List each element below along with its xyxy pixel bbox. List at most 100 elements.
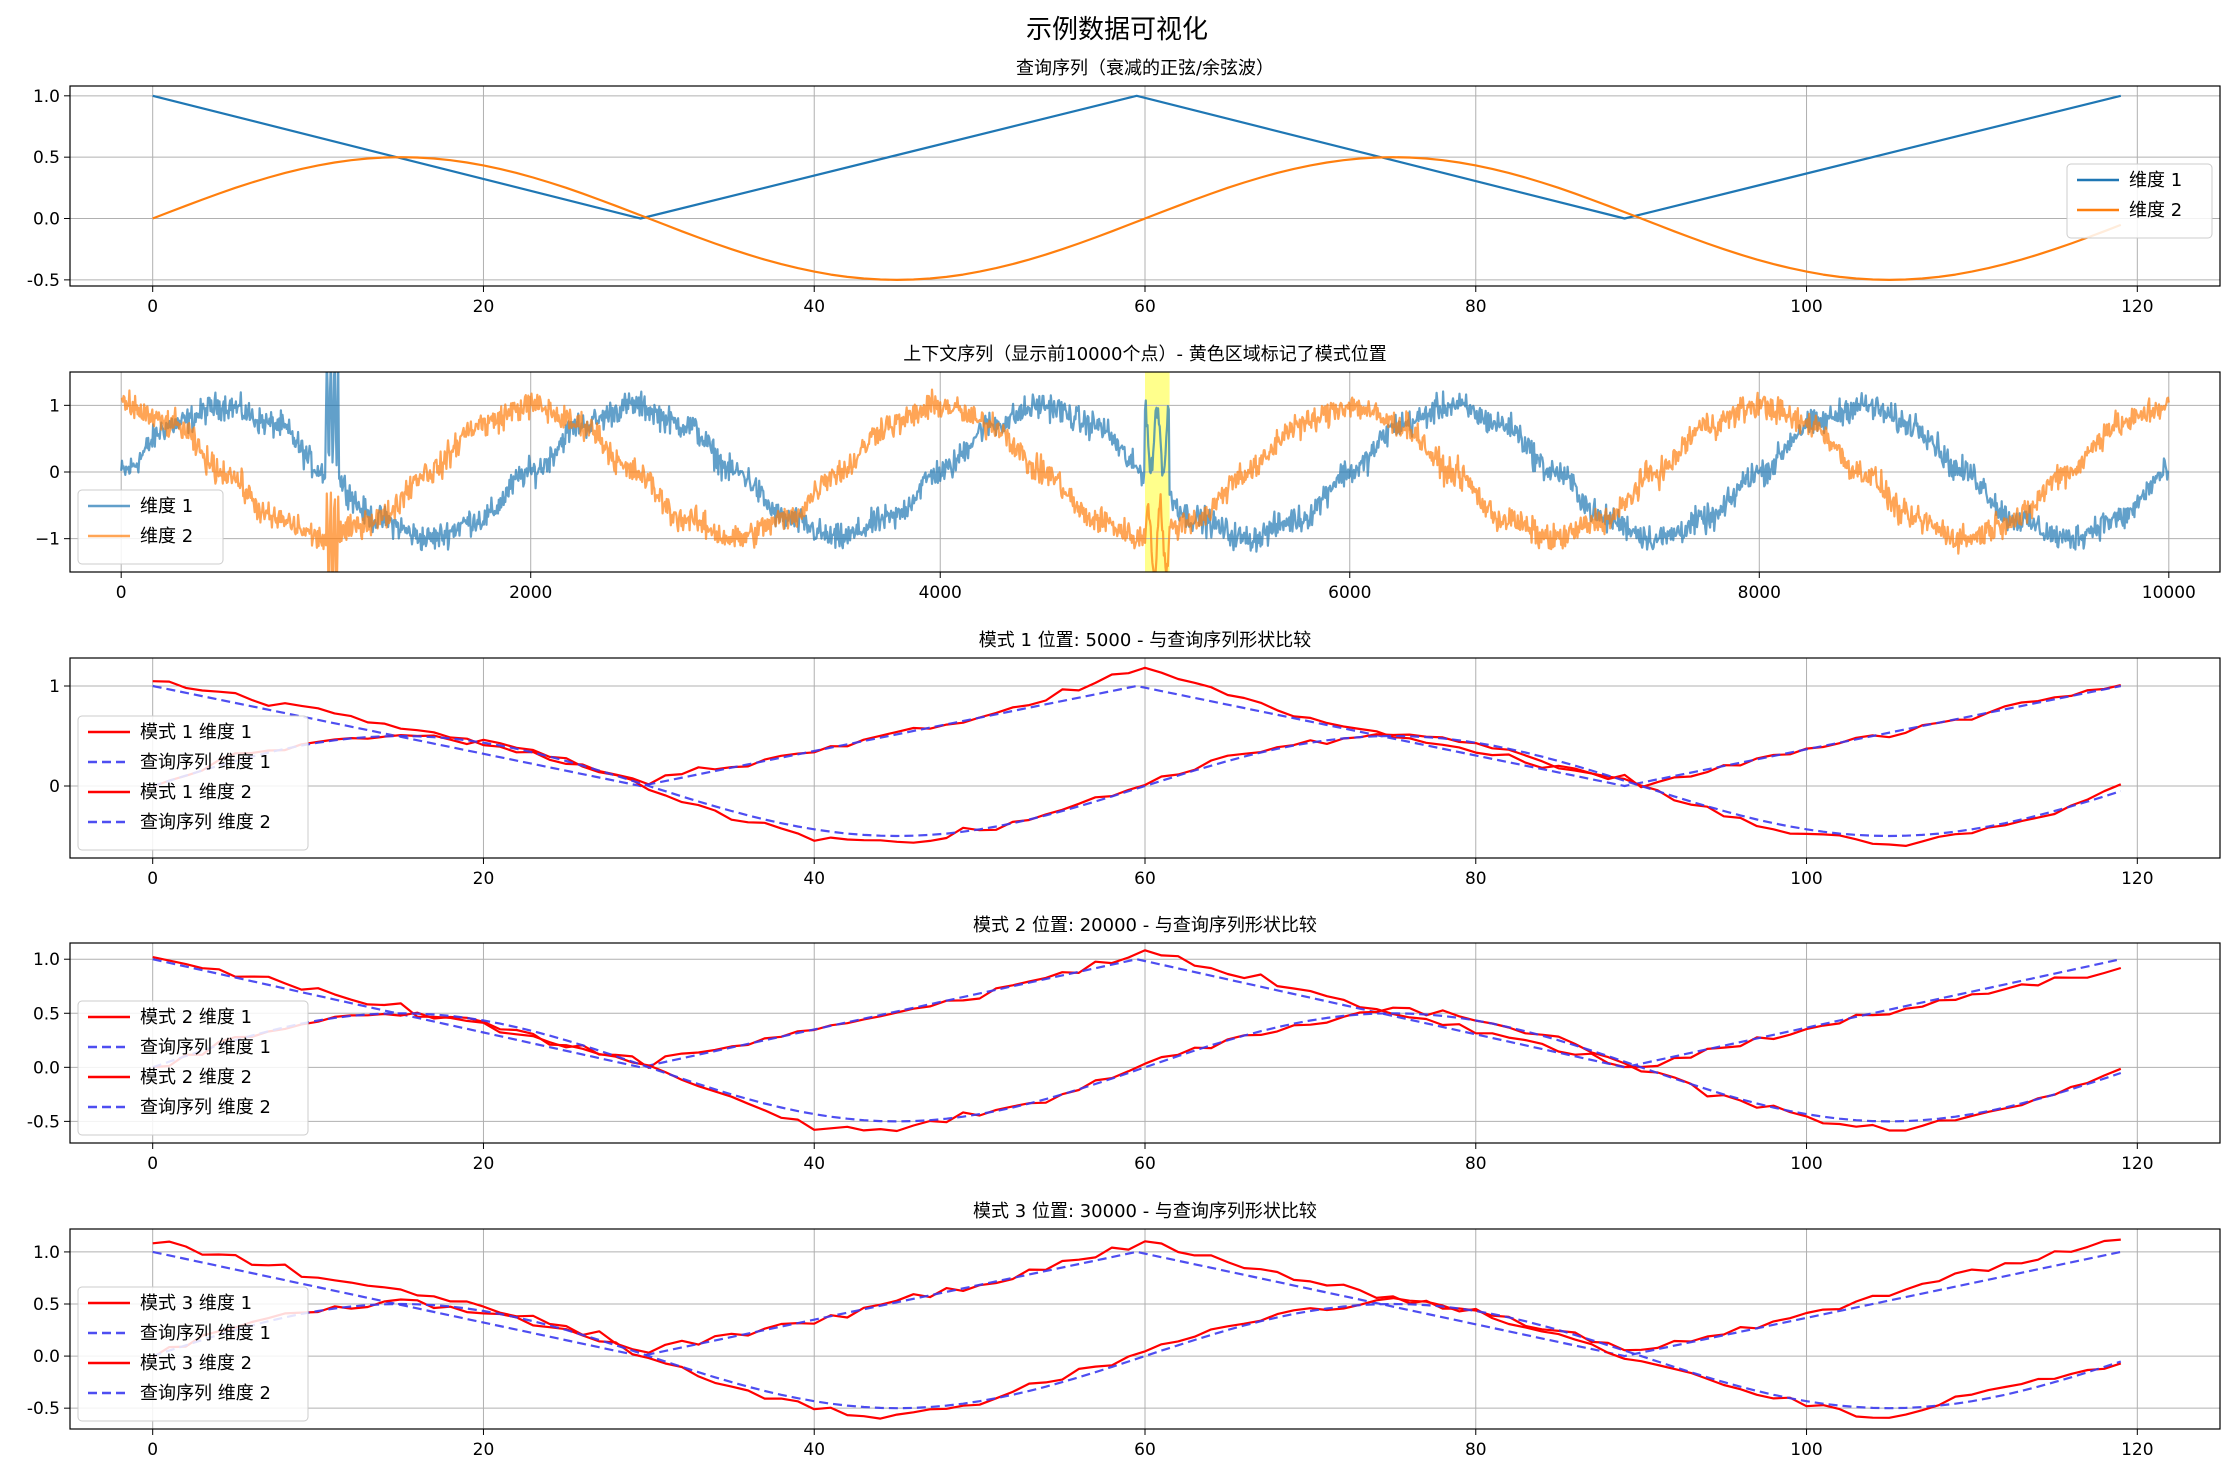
x-tick-label: 20 — [473, 869, 495, 889]
axes-frame — [69, 1228, 2221, 1430]
series-line-2 — [152, 156, 2122, 281]
x-tick-label: 8000 — [1738, 583, 1781, 603]
legend-label: 模式 2 维度 2 — [140, 1067, 252, 1088]
y-tick-label: 1.0 — [33, 950, 60, 970]
x-tick-label: 40 — [803, 869, 825, 889]
legend-label: 模式 1 维度 2 — [140, 782, 252, 803]
x-tick-label: 0 — [116, 583, 127, 603]
subplot-4: 模式 2 位置: 20000 - 与查询序列形状比较 0 20 40 60 80 100 12… — [27, 915, 2221, 1174]
x-tick-label: 40 — [803, 1440, 825, 1460]
series-line-4 — [152, 1302, 2122, 1410]
y-tick-label: −1 — [35, 530, 60, 550]
x-tick-label: 100 — [1790, 1440, 1822, 1460]
x-tick-label: 2000 — [509, 583, 552, 603]
x-tick-label: 60 — [1134, 1440, 1156, 1460]
x-tick-label: 100 — [1790, 869, 1822, 889]
series-line-2 — [120, 388, 2170, 572]
x-tick-label: 0 — [147, 1440, 158, 1460]
x-tick-label: 60 — [1134, 297, 1156, 317]
y-tick-label: 0 — [49, 463, 60, 483]
y-tick-label: -0.5 — [27, 1399, 60, 1419]
legend: 模式 2 维度 1 查询序列 维度 1 模式 2 维度 2 查询序列 维度 2 — [77, 1000, 309, 1136]
legend-label: 查询序列 维度 2 — [140, 812, 271, 833]
y-tick-label: 1.0 — [33, 87, 60, 107]
subplot-2: 上下文序列（显示前10000个点）- 黄色区域标记了模式位置 0 2000 4000 6… — [35, 344, 2221, 603]
legend-label: 查询序列 维度 2 — [140, 1097, 271, 1118]
legend: 模式 3 维度 1 查询序列 维度 1 模式 3 维度 2 查询序列 维度 2 — [77, 1286, 309, 1422]
x-tick-label: 20 — [473, 1440, 495, 1460]
x-tick-label: 100 — [1790, 297, 1822, 317]
subplots: 查询序列（衰减的正弦/余弦波）0 20 40 60 80 100 120-0.50.00.5… — [27, 58, 2221, 1460]
x-tick-label: 10000 — [2142, 583, 2196, 603]
axes-frame — [69, 371, 2221, 573]
y-tick-label: -0.5 — [27, 1112, 60, 1132]
x-tick-label: 80 — [1465, 1440, 1487, 1460]
legend-label: 模式 2 维度 1 — [140, 1007, 252, 1028]
legend-label: 查询序列 维度 1 — [140, 752, 271, 773]
series-line-1 — [152, 1238, 2121, 1354]
x-tick-label: 60 — [1134, 869, 1156, 889]
legend-frame — [77, 715, 309, 851]
series-line-1 — [152, 666, 2122, 789]
legend-label: 模式 3 维度 2 — [140, 1353, 252, 1374]
legend-label: 维度 2 — [140, 526, 193, 547]
plot-area — [152, 949, 2122, 1133]
x-tick-label: 0 — [147, 869, 158, 889]
series-line-1 — [120, 372, 2170, 553]
y-tick-label: 0.0 — [33, 1347, 60, 1367]
y-tick-label: 0.0 — [33, 1058, 60, 1078]
x-tick-label: 40 — [803, 297, 825, 317]
x-tick-label: 0 — [147, 297, 158, 317]
x-tick-label: 80 — [1465, 1154, 1487, 1174]
legend-frame — [77, 1000, 309, 1136]
x-tick-label: 120 — [2121, 297, 2153, 317]
legend-label: 维度 1 — [2129, 170, 2182, 191]
axes-frame — [69, 85, 2221, 287]
series-line-1 — [152, 94, 2122, 220]
y-tick-label: 0.5 — [33, 148, 60, 168]
y-tick-label: 0.0 — [33, 210, 60, 230]
x-tick-label: 100 — [1790, 1154, 1822, 1174]
subplot-title: 查询序列（衰减的正弦/余弦波） — [1016, 58, 1274, 79]
series-line-4 — [152, 1012, 2122, 1123]
plot-area — [120, 372, 2170, 572]
x-tick-label: 20 — [473, 1154, 495, 1174]
y-tick-label: 0 — [49, 777, 60, 797]
series-line-2 — [152, 1250, 2122, 1358]
series-line-1 — [152, 949, 2122, 1069]
x-tick-label: 6000 — [1328, 583, 1371, 603]
plot-area — [152, 666, 2122, 847]
y-tick-label: 0.5 — [33, 1295, 60, 1315]
series-line-3 — [152, 1006, 2122, 1133]
y-tick-label: 1.0 — [33, 1243, 60, 1263]
subplot-3: 模式 1 位置: 5000 - 与查询序列形状比较 0 20 40 60 80 100 120… — [49, 630, 2221, 889]
legend-label: 维度 1 — [140, 496, 193, 517]
legend-frame — [2066, 163, 2213, 239]
axes-frame — [69, 942, 2221, 1144]
x-tick-label: 120 — [2121, 1440, 2153, 1460]
legend-label: 查询序列 维度 1 — [140, 1323, 271, 1344]
axes-frame — [69, 657, 2221, 859]
plot-area — [152, 1238, 2122, 1420]
y-tick-label: -0.5 — [27, 271, 60, 291]
x-tick-label: 60 — [1134, 1154, 1156, 1174]
legend-label: 查询序列 维度 2 — [140, 1383, 271, 1404]
x-tick-label: 40 — [803, 1154, 825, 1174]
legend: 模式 1 维度 1 查询序列 维度 1 模式 1 维度 2 查询序列 维度 2 — [77, 715, 309, 851]
subplot-1: 查询序列（衰减的正弦/余弦波） 0 20 40 60 80 100 120 -0.5 0.0 0.5… — [27, 58, 2221, 317]
subplot-title: 模式 2 位置: 20000 - 与查询序列形状比较 — [973, 915, 1317, 936]
legend-label: 查询序列 维度 1 — [140, 1037, 271, 1058]
legend-frame — [77, 1286, 309, 1422]
x-tick-label: 80 — [1465, 297, 1487, 317]
x-tick-label: 20 — [473, 297, 495, 317]
legend-label: 模式 1 维度 1 — [140, 722, 252, 743]
y-tick-label: 1 — [49, 677, 60, 697]
y-tick-label: 1 — [49, 396, 60, 416]
subplot-title: 上下文序列（显示前10000个点）- 黄色区域标记了模式位置 — [903, 344, 1386, 365]
legend-frame — [77, 489, 224, 565]
legend: 维度 1 维度 2 — [2066, 163, 2213, 239]
x-tick-label: 0 — [147, 1154, 158, 1174]
x-tick-label: 4000 — [919, 583, 962, 603]
x-tick-label: 120 — [2121, 869, 2153, 889]
